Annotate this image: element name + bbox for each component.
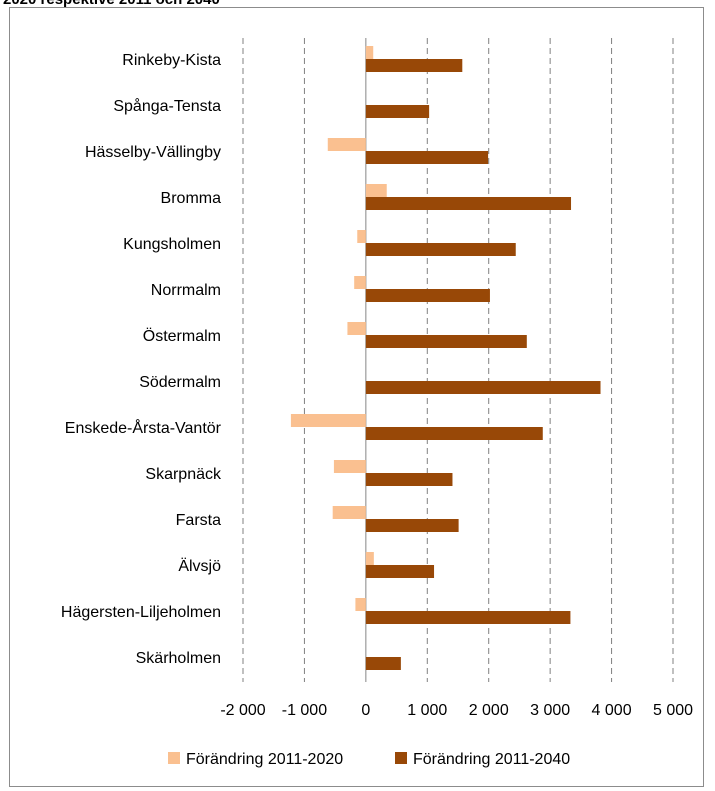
category-label: Enskede-Årsta-Vantör	[65, 418, 222, 437]
bar-2011-2040-8	[365, 427, 543, 440]
bar-2011-2040-6	[365, 335, 527, 348]
bar-2011-2020-5	[354, 276, 366, 289]
bar-2011-2040-2	[365, 151, 489, 164]
chart-frame	[9, 7, 704, 787]
category-label: Älvsjö	[178, 557, 221, 575]
legend: Förändring 2011-2020 Förändring 2011-204…	[168, 751, 570, 768]
legend-label-2011-2040: Förändring 2011-2040	[413, 751, 570, 768]
bar-2011-2020-3	[365, 184, 387, 197]
chart-title-clipped: 2020 respektive 2011 och 2040	[3, 0, 220, 8]
category-label: Hässelby-Vällingby	[85, 144, 221, 161]
bar-2011-2020-2	[327, 138, 366, 151]
x-tick-labels: -2 000 -1 000 0 1 000 2 000 3 000 4 000 5 000	[220, 702, 693, 719]
x-tick-label: 4 000	[592, 702, 632, 719]
bar-2011-2040-7	[365, 381, 601, 394]
category-label: Södermalm	[139, 374, 221, 391]
bar-2011-2020-10	[332, 506, 366, 519]
x-tick-label: 3 000	[530, 702, 570, 719]
x-tick-label: -1 000	[282, 702, 327, 719]
legend-swatch-2011-2040	[395, 752, 407, 764]
category-label: Östermalm	[143, 327, 221, 345]
category-label: Skarpnäck	[145, 466, 222, 483]
x-tick-label: 0	[361, 702, 370, 719]
category-labels: Rinkeby-Kista Spånga-Tensta Hässelby-Välli…	[61, 52, 222, 667]
bar-2011-2020-0	[365, 46, 374, 59]
category-label: Norrmalm	[151, 282, 221, 299]
bar-2011-2020-6	[347, 322, 366, 335]
x-tick-label: 2 000	[469, 702, 509, 719]
category-label: Bromma	[161, 190, 222, 207]
bars	[290, 46, 601, 670]
bar-2011-2020-12	[355, 598, 366, 611]
bar-2011-2040-1	[365, 105, 430, 118]
bar-2011-2020-11	[365, 552, 374, 565]
x-tick-label: 1 000	[407, 702, 447, 719]
x-tick-label: 5 000	[653, 702, 693, 719]
bar-2011-2040-4	[365, 243, 516, 256]
category-label: Spånga-Tensta	[113, 97, 221, 115]
legend-swatch-2011-2020	[168, 752, 180, 764]
legend-label-2011-2020: Förändring 2011-2020	[186, 751, 343, 768]
category-label: Rinkeby-Kista	[122, 52, 221, 69]
bar-2011-2040-12	[365, 611, 571, 624]
bar-2011-2040-0	[365, 59, 463, 72]
category-label: Farsta	[176, 512, 221, 529]
bar-2011-2040-13	[365, 657, 401, 670]
x-tick-label: -2 000	[220, 702, 265, 719]
category-label: Hägersten-Liljeholmen	[61, 604, 221, 621]
bar-2011-2020-4	[357, 230, 366, 243]
gridlines	[242, 38, 674, 682]
bar-2011-2020-8	[290, 414, 366, 427]
bar-2011-2040-10	[365, 519, 459, 532]
category-label: Kungsholmen	[123, 236, 221, 253]
category-label: Skärholmen	[136, 650, 221, 667]
bar-2011-2040-5	[365, 289, 490, 302]
bar-2011-2040-11	[365, 565, 435, 578]
bar-2011-2020-9	[333, 460, 366, 473]
bar-2011-2040-3	[365, 197, 572, 210]
bar-2011-2040-9	[365, 473, 453, 486]
